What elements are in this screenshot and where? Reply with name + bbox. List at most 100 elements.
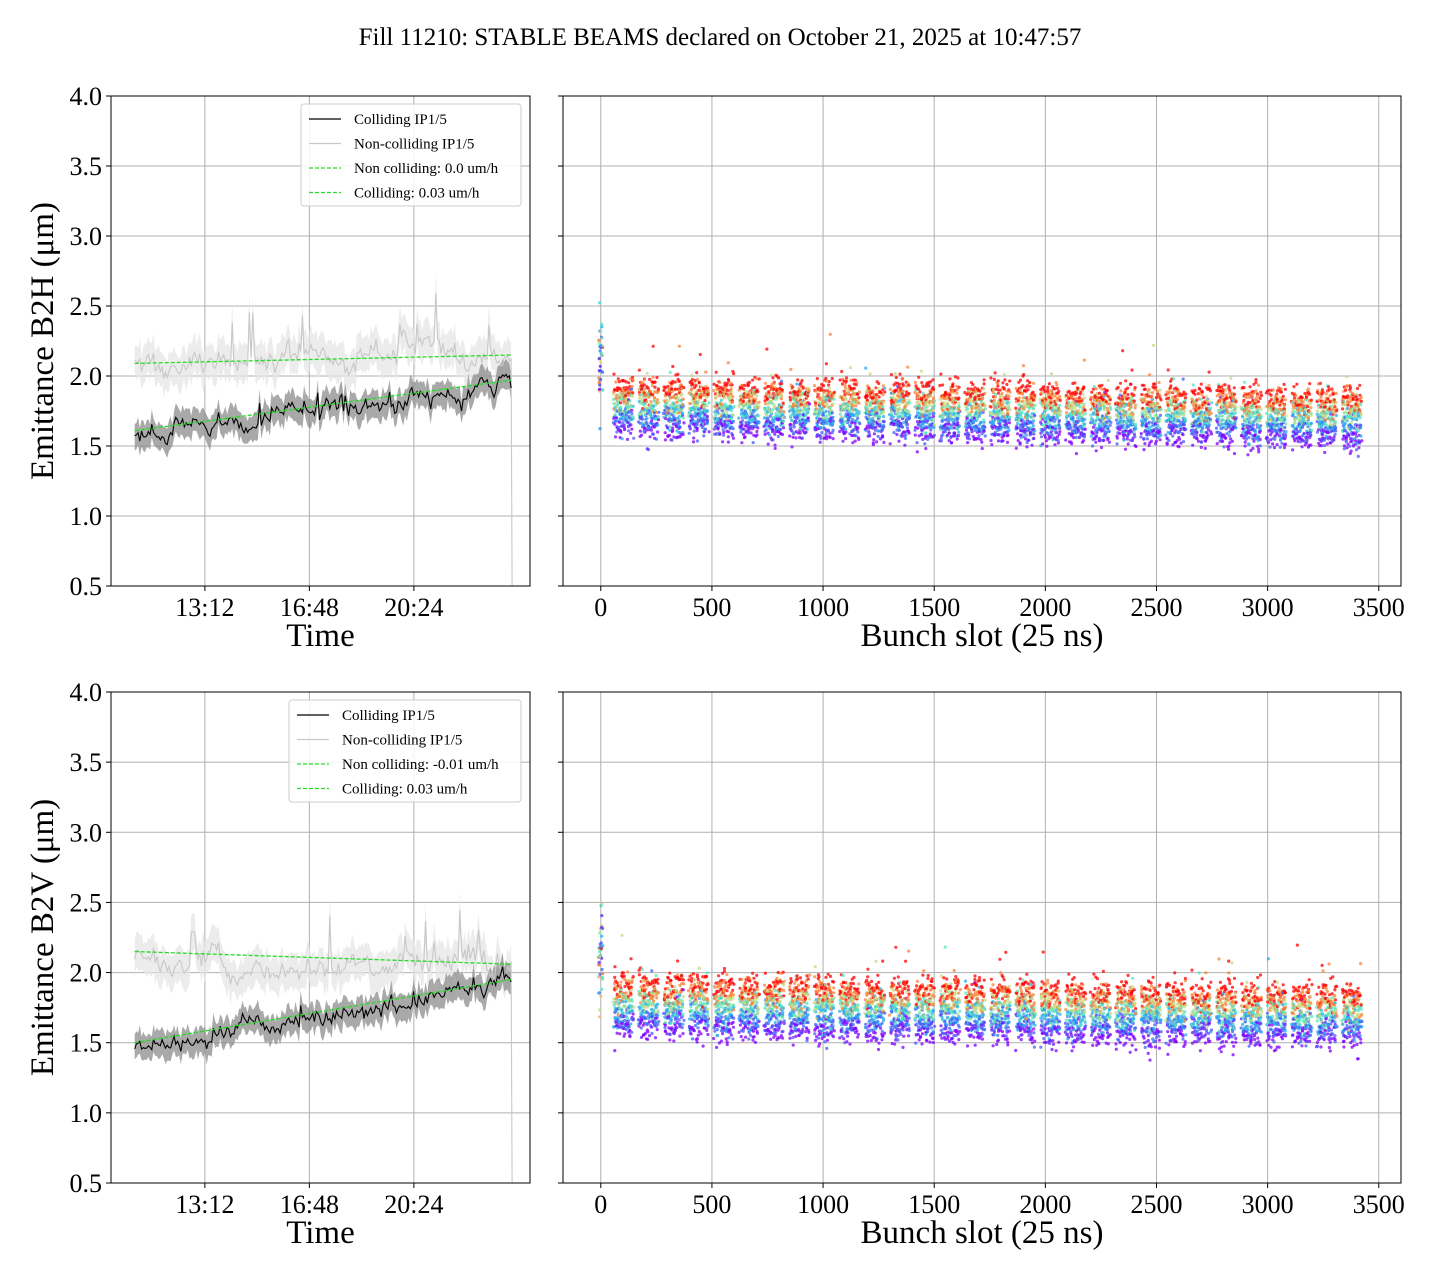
bunch-point — [1147, 387, 1151, 391]
bunch-point — [801, 386, 805, 390]
bunch-point — [1204, 404, 1208, 408]
bunch-point — [857, 409, 861, 413]
bunch-point — [1083, 412, 1088, 416]
bunch-point — [1127, 432, 1131, 436]
bunch-point — [641, 417, 645, 421]
bunch-point — [696, 403, 700, 408]
bunch-point — [642, 410, 646, 414]
bunch-point — [1014, 446, 1018, 450]
bunch-point — [771, 423, 775, 427]
bunch-point — [950, 441, 954, 445]
bunch-point — [932, 433, 937, 437]
bunch-point — [1133, 435, 1137, 439]
bunch-point — [638, 396, 642, 400]
bunch-point — [992, 377, 996, 381]
bunch-point — [1204, 439, 1208, 443]
bunch-point — [677, 421, 682, 425]
bunch-point — [798, 389, 802, 393]
bunch-point — [664, 391, 668, 395]
bunch-point — [874, 405, 878, 409]
x-axis-label: Time — [286, 618, 354, 654]
bunch-point — [852, 386, 856, 390]
bunch-point — [989, 376, 993, 380]
bunch-point — [690, 374, 694, 378]
bunch-point — [1007, 400, 1011, 404]
bunch-point — [731, 395, 735, 399]
bunch-point — [1021, 384, 1025, 388]
bunch-point — [755, 393, 759, 398]
bunch-point — [924, 384, 928, 389]
bunch-point — [857, 390, 862, 394]
bunch-point — [670, 438, 674, 442]
bunch-point — [1183, 405, 1187, 409]
bunch-point — [651, 432, 656, 436]
x-tick-label: 16:48 — [280, 593, 339, 622]
bunch-point — [1082, 439, 1086, 443]
bunch-point — [638, 429, 642, 433]
bunch-point — [757, 400, 761, 404]
bunch-point — [1083, 408, 1087, 412]
bunch-point — [824, 379, 828, 383]
bunch-point — [915, 450, 919, 454]
bunch-point — [1082, 433, 1086, 437]
bunch-point — [828, 435, 832, 439]
bunch-point — [1171, 434, 1175, 438]
bunch-point — [765, 347, 769, 351]
bunch-point — [1032, 381, 1036, 385]
bunch-point — [955, 391, 959, 395]
bunch-point — [625, 385, 629, 390]
bunch-point — [800, 378, 804, 383]
bunch-point — [714, 370, 718, 374]
bunch-point — [913, 380, 918, 384]
bunch-point — [932, 423, 936, 427]
bunch-point — [1078, 405, 1082, 409]
bunch-point — [721, 440, 725, 444]
bunch-point — [1147, 443, 1151, 448]
bunch-point — [980, 446, 984, 451]
bunch-point — [800, 436, 804, 440]
bunch-point — [794, 420, 799, 425]
bunch-point — [767, 390, 771, 394]
bunch-point — [1114, 418, 1119, 422]
bunch-point — [1070, 394, 1074, 398]
bunch-point — [1172, 377, 1176, 381]
bunch-point — [1146, 415, 1150, 419]
bunch-point — [1196, 439, 1201, 443]
bunch-point — [743, 383, 747, 387]
bunch-point — [703, 398, 707, 403]
bunch-point — [993, 395, 998, 399]
bunch-point — [1191, 414, 1195, 418]
bunch-point — [1108, 423, 1112, 427]
bunch-point — [780, 432, 785, 437]
y-tick-label: 1.5 — [70, 432, 103, 461]
bunch-point — [1123, 390, 1127, 395]
bunch-point — [695, 422, 699, 427]
bunch-point — [856, 416, 860, 420]
bunch-point — [1057, 403, 1062, 408]
bunch-point — [673, 380, 677, 384]
bunch-point — [844, 376, 849, 380]
bunch-point — [656, 423, 660, 427]
bunch-point — [923, 442, 927, 446]
scatter-points — [597, 301, 1364, 458]
bunch-point — [831, 420, 835, 424]
bunch-point — [993, 371, 997, 375]
bunch-point — [917, 404, 922, 408]
bunch-point — [996, 439, 1001, 443]
bunch-point — [1143, 419, 1147, 423]
bunch-point — [779, 397, 784, 401]
bunch-point — [618, 408, 623, 412]
bunch-point — [676, 372, 680, 376]
bunch-point — [1183, 418, 1188, 422]
bunch-point — [613, 413, 617, 417]
bunch-point — [731, 433, 735, 437]
bunch-point — [757, 404, 761, 408]
bunch-point — [624, 380, 628, 384]
bunch-point — [1177, 445, 1181, 449]
bunch-point — [907, 417, 911, 421]
bunch-point — [851, 404, 855, 408]
bunch-point — [1031, 424, 1035, 428]
bunch-point — [1204, 395, 1209, 399]
bunch-point — [800, 408, 804, 412]
y-tick-label: 0.5 — [70, 572, 103, 601]
